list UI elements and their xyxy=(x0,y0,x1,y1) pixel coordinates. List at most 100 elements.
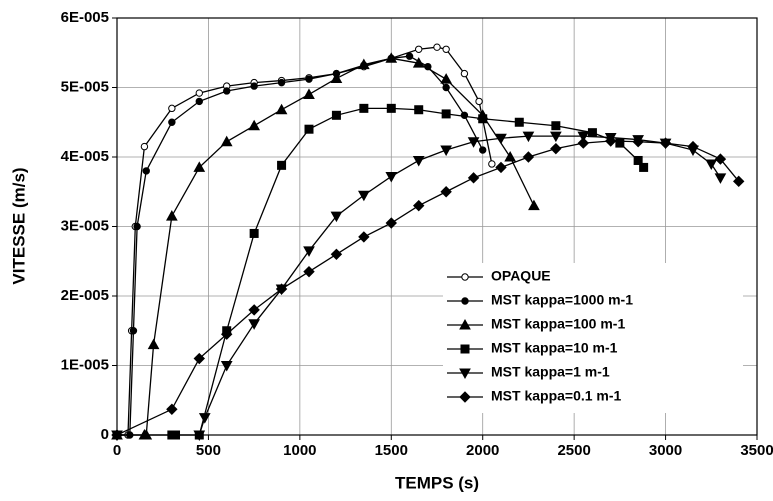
marker xyxy=(166,403,178,415)
legend-label: MST kappa=100 m-1 xyxy=(491,316,625,332)
legend-label: MST kappa=1 m-1 xyxy=(491,364,610,380)
legend-label: MST kappa=10 m-1 xyxy=(491,340,618,356)
marker xyxy=(475,97,483,106)
marker xyxy=(441,109,451,119)
marker xyxy=(220,135,233,147)
x-tick-label: 500 xyxy=(196,442,221,459)
marker xyxy=(467,172,480,184)
marker xyxy=(522,131,535,143)
legend: OPAQUE MST kappa=1000 m-1 MST kappa=100 m-… xyxy=(443,263,743,413)
marker xyxy=(405,52,414,60)
y-tick-label: 4E-005 xyxy=(61,148,109,165)
marker xyxy=(133,222,141,231)
marker xyxy=(198,413,211,424)
marker xyxy=(632,136,644,148)
marker xyxy=(550,131,562,143)
y-tick-label: 5E-005 xyxy=(61,78,109,95)
marker xyxy=(142,167,150,175)
x-tick-label: 3000 xyxy=(649,442,682,459)
marker xyxy=(460,69,469,78)
marker xyxy=(193,352,205,365)
marker xyxy=(195,97,203,106)
marker xyxy=(459,368,471,380)
marker xyxy=(488,160,496,168)
marker xyxy=(358,231,370,243)
marker xyxy=(359,103,369,113)
y-tick-label: 3E-005 xyxy=(61,217,109,234)
marker xyxy=(277,160,287,170)
marker xyxy=(223,87,231,95)
marker xyxy=(467,137,480,148)
marker xyxy=(433,43,441,51)
marker xyxy=(522,151,535,163)
marker xyxy=(412,57,425,68)
marker xyxy=(386,103,396,113)
marker xyxy=(385,52,398,63)
marker xyxy=(195,89,203,97)
marker xyxy=(714,153,727,165)
marker xyxy=(414,105,424,115)
marker xyxy=(460,344,470,354)
marker xyxy=(248,304,260,316)
marker xyxy=(385,217,397,229)
marker xyxy=(479,146,487,154)
marker xyxy=(249,228,259,238)
marker xyxy=(733,175,745,188)
y-axis-label: VITESSE (m/s) xyxy=(9,167,28,284)
marker xyxy=(528,199,540,211)
marker xyxy=(659,137,672,149)
marker xyxy=(504,150,516,162)
marker xyxy=(440,186,452,198)
x-tick-label: 2500 xyxy=(557,442,590,459)
y-tick-label: 0 xyxy=(101,426,109,443)
y-tick-label: 6E-005 xyxy=(61,9,109,26)
marker xyxy=(331,110,341,120)
marker xyxy=(495,133,507,145)
plot-frame xyxy=(116,17,758,436)
marker xyxy=(193,430,206,442)
marker xyxy=(250,82,258,90)
marker xyxy=(615,138,625,148)
marker xyxy=(633,155,643,165)
series-line xyxy=(117,57,535,436)
marker xyxy=(440,145,452,157)
marker xyxy=(129,327,138,335)
marker xyxy=(111,429,123,441)
marker xyxy=(385,171,398,183)
legend-label: MST kappa=1000 m-1 xyxy=(491,292,633,308)
marker xyxy=(248,319,260,330)
marker xyxy=(303,265,315,278)
marker xyxy=(550,142,562,155)
marker xyxy=(358,190,370,202)
marker xyxy=(305,75,313,83)
marker xyxy=(304,124,314,134)
marker xyxy=(714,173,727,184)
marker xyxy=(220,361,233,372)
marker xyxy=(442,45,450,53)
marker xyxy=(248,119,260,131)
x-axis-label: TEMPS (s) xyxy=(395,473,479,492)
marker xyxy=(275,103,288,115)
marker xyxy=(358,58,370,70)
marker xyxy=(275,283,288,295)
marker xyxy=(461,297,469,305)
x-tick-label: 1500 xyxy=(375,442,408,459)
marker xyxy=(193,161,206,172)
marker xyxy=(303,246,315,257)
marker xyxy=(495,161,507,174)
marker xyxy=(412,155,425,167)
legend-box xyxy=(443,263,743,413)
marker xyxy=(577,131,590,143)
marker xyxy=(459,391,471,403)
marker xyxy=(605,135,617,147)
marker xyxy=(442,83,450,92)
marker xyxy=(577,137,589,149)
x-tick-label: 0 xyxy=(113,442,121,459)
marker xyxy=(460,111,469,120)
marker xyxy=(147,338,160,350)
marker xyxy=(461,273,469,281)
marker xyxy=(330,72,343,83)
legend-label: OPAQUE xyxy=(491,268,551,284)
x-tick-label: 2000 xyxy=(466,442,499,459)
